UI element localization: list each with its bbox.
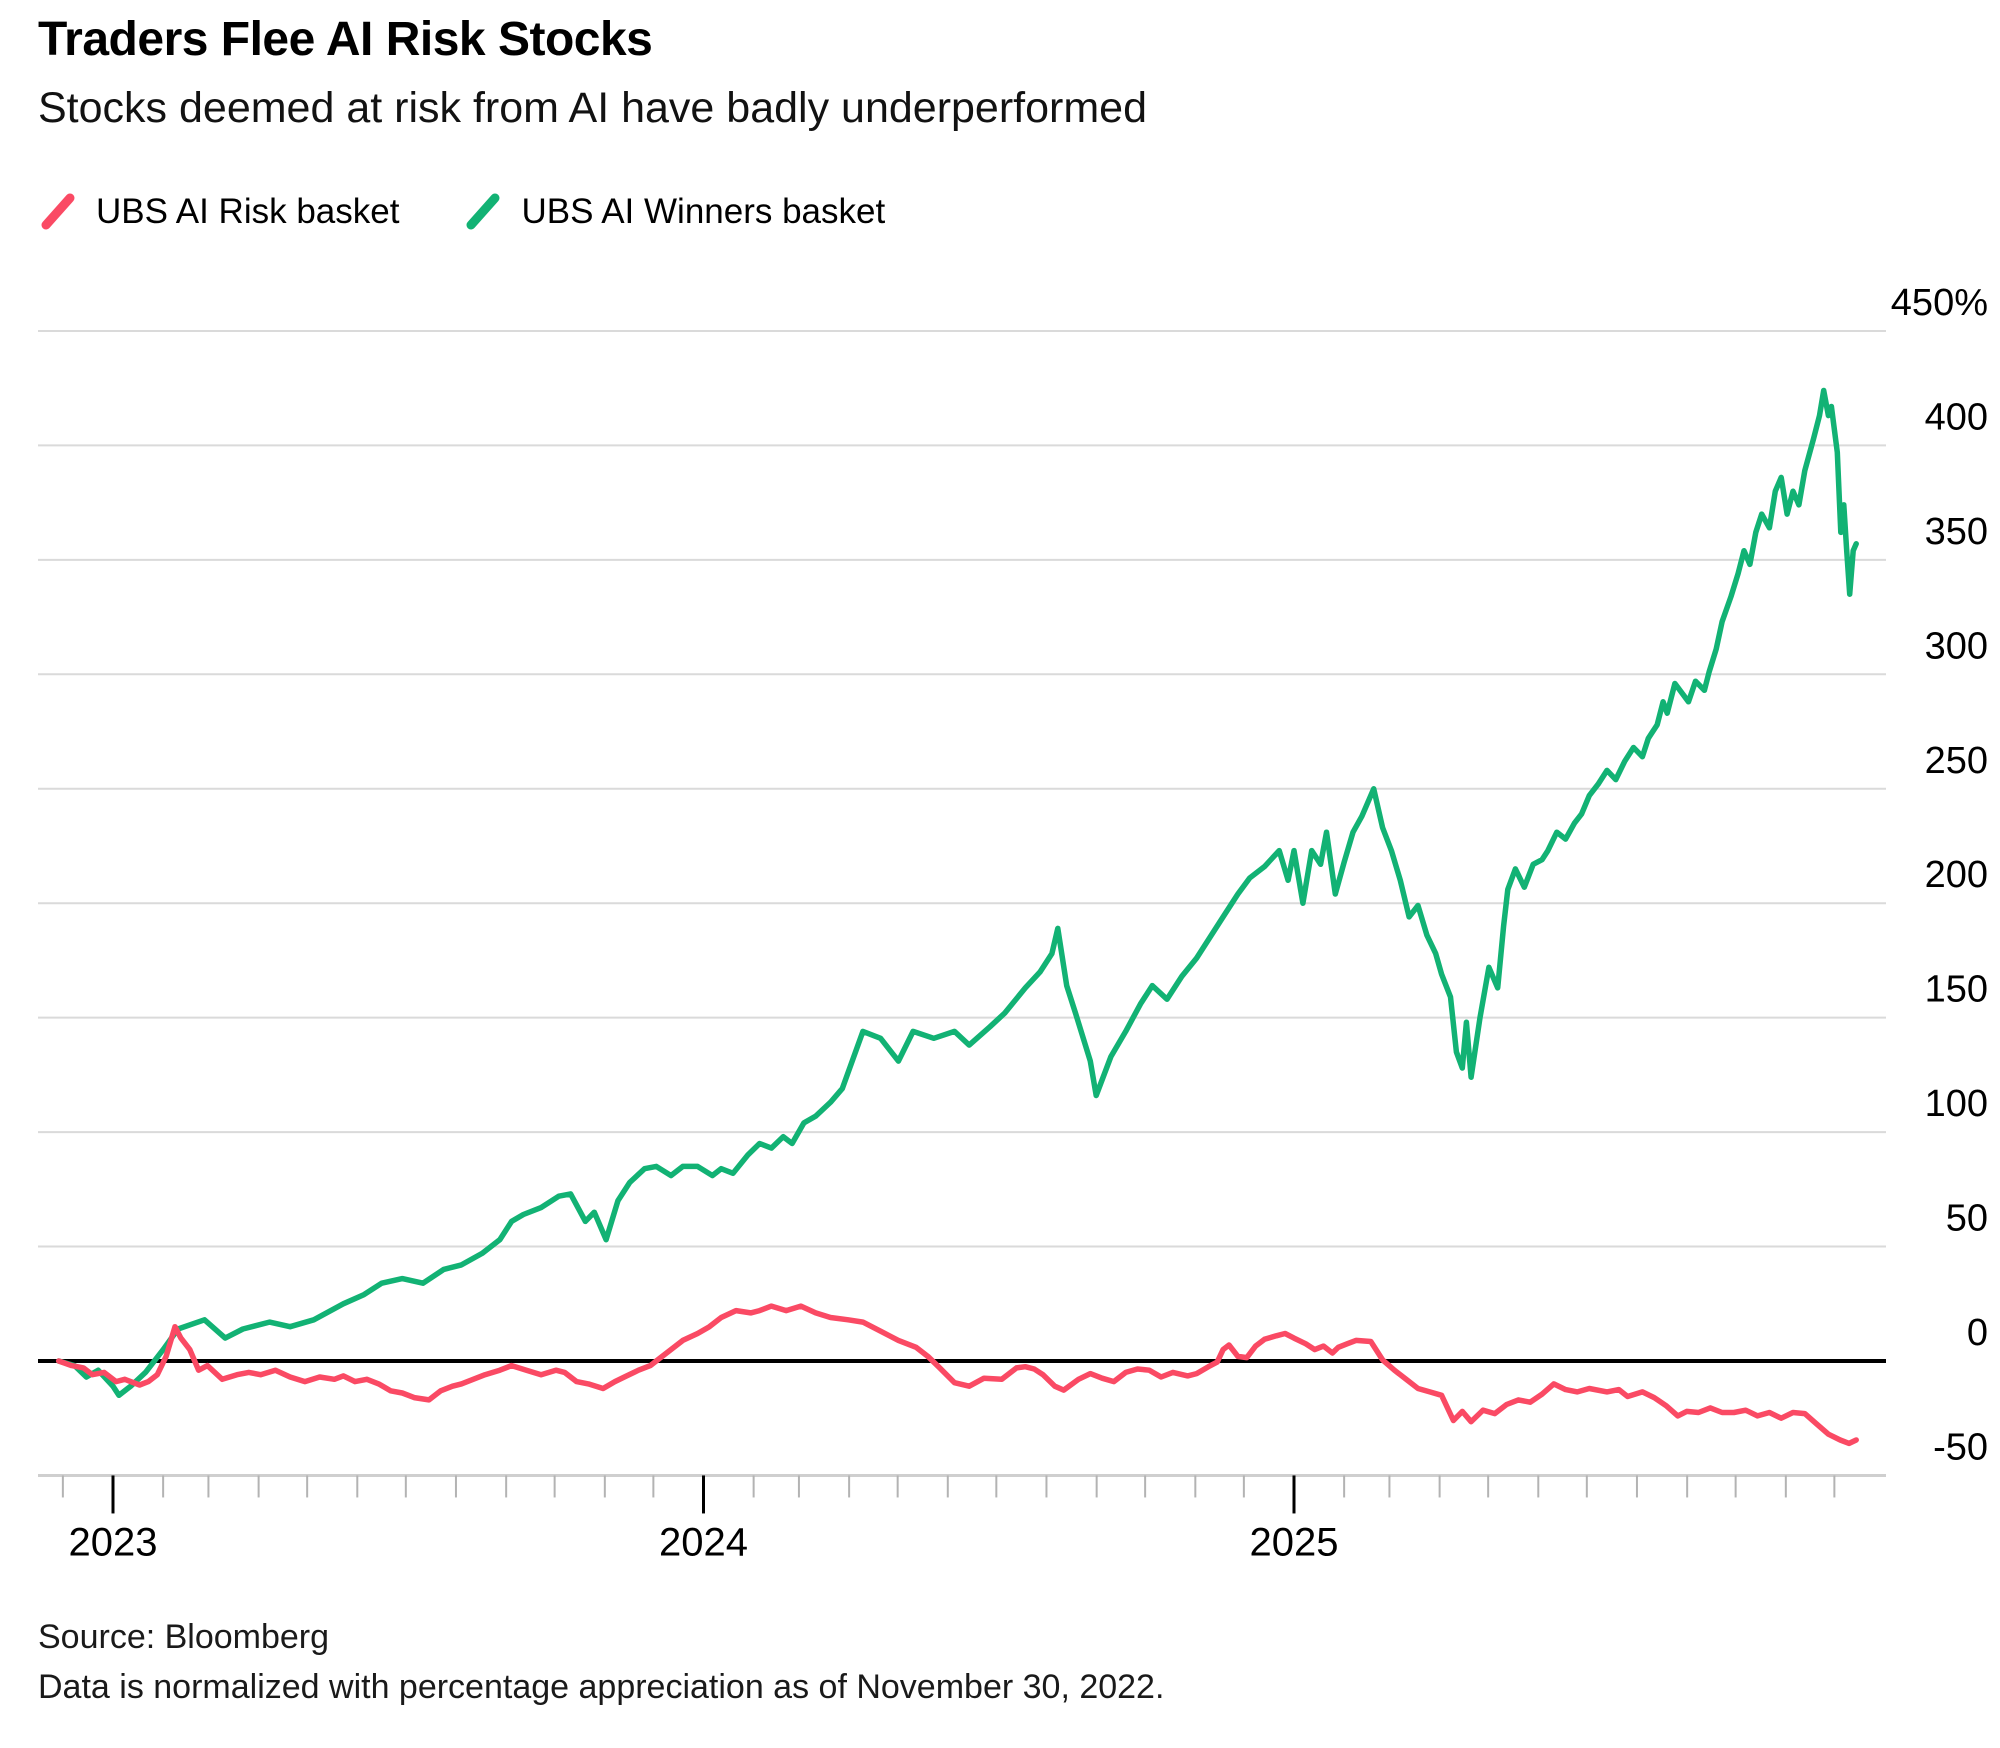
x-axis-label-2023: 2023 <box>69 1520 158 1564</box>
y-axis-label-100: 100 <box>1925 1083 1988 1125</box>
legend-item-risk: UBS AI Risk basket <box>40 192 399 232</box>
risk-series-swatch-icon <box>41 193 75 230</box>
y-axis-label-250: 250 <box>1925 740 1988 782</box>
y-axis-label-350: 350 <box>1925 511 1988 553</box>
note-line: Data is normalized with percentage appre… <box>38 1668 1165 1706</box>
page-subtitle: Stocks deemed at risk from AI have badly… <box>38 84 1147 132</box>
page-title: Traders Flee AI Risk Stocks <box>38 13 653 66</box>
y-axis-label-200: 200 <box>1925 854 1988 896</box>
y-axis-label-150: 150 <box>1925 969 1988 1011</box>
winners-series-swatch-icon <box>466 193 500 230</box>
source-line: Source: Bloomberg <box>38 1618 330 1656</box>
y-axis-label-400: 400 <box>1925 396 1988 438</box>
series-line-ai-risk <box>55 1303 1859 1447</box>
y-axis-label-0: 0 <box>1967 1312 1988 1354</box>
legend-label-winners: UBS AI Winners basket <box>521 192 886 231</box>
y-axis-label--50: -50 <box>1933 1426 1988 1468</box>
x-axis-label-2024: 2024 <box>659 1520 748 1564</box>
x-axis-label-2025: 2025 <box>1250 1520 1339 1564</box>
chart-legend: UBS AI Risk basket UBS AI Winners basket <box>40 192 885 232</box>
y-axis-label-300: 300 <box>1925 625 1988 667</box>
y-axis-label-50: 50 <box>1946 1198 1988 1240</box>
legend-item-winners: UBS AI Winners basket <box>465 192 885 232</box>
y-axis-label-450: 450% <box>1891 282 1988 324</box>
legend-label-risk: UBS AI Risk basket <box>96 192 400 231</box>
series-line-ai-winners <box>55 387 1859 1399</box>
